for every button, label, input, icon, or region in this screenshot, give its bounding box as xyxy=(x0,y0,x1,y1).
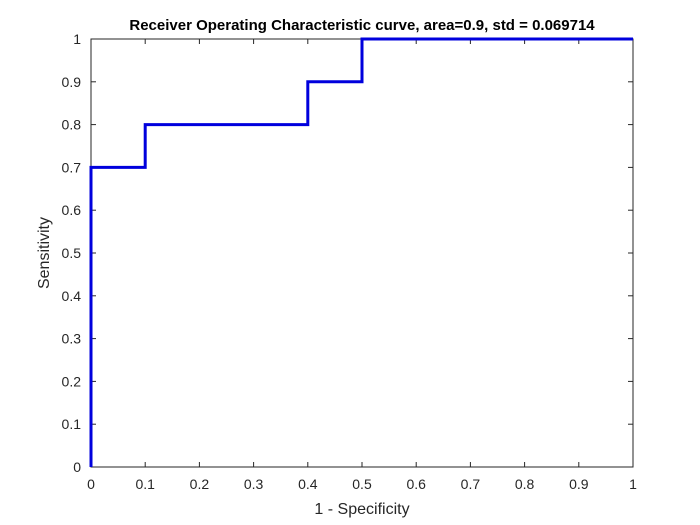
y-tick-label: 0.7 xyxy=(62,159,82,175)
x-tick-label: 0.7 xyxy=(461,476,481,492)
roc-curve-line xyxy=(89,37,633,467)
x-tick-label: 0.1 xyxy=(135,476,155,492)
y-tick-label: 0.6 xyxy=(62,202,82,218)
x-tick-label: 0.5 xyxy=(352,476,372,492)
roc-series xyxy=(89,37,633,467)
plot-area xyxy=(90,38,634,468)
x-axis-label: 1 - Specificity xyxy=(314,501,409,518)
y-tick-label: 0.9 xyxy=(62,74,82,90)
y-axis-label: Sensitivity xyxy=(36,217,53,289)
y-tick-label: 0.5 xyxy=(62,245,82,261)
x-tick-label: 0 xyxy=(87,476,95,492)
x-axis-ticks: 0 0.1 0.2 0.3 0.4 0.5 0.6 0.7 0.8 0.9 1 xyxy=(87,39,637,492)
x-tick-label: 0.3 xyxy=(244,476,264,492)
x-tick-label: 0.8 xyxy=(515,476,535,492)
y-tick-label: 0.3 xyxy=(62,331,82,347)
x-tick-label: 0.9 xyxy=(569,476,589,492)
y-tick-label: 0 xyxy=(73,459,81,475)
chart-title: Receiver Operating Characteristic curve,… xyxy=(129,17,595,34)
axes-box xyxy=(90,38,634,468)
y-tick-label: 0.4 xyxy=(62,288,82,304)
x-tick-label: 0.6 xyxy=(406,476,426,492)
y-tick-label: 0.2 xyxy=(62,373,82,389)
y-tick-label: 1 xyxy=(73,31,81,47)
x-tick-label: 1 xyxy=(629,476,637,492)
y-tick-label: 0.1 xyxy=(62,416,82,432)
y-axis-ticks: 0 0.1 0.2 0.3 0.4 0.5 0.6 0.7 0.8 0.9 1 xyxy=(62,31,633,475)
y-tick-label: 0.8 xyxy=(62,117,82,133)
x-tick-label: 0.4 xyxy=(298,476,318,492)
x-tick-label: 0.2 xyxy=(190,476,210,492)
